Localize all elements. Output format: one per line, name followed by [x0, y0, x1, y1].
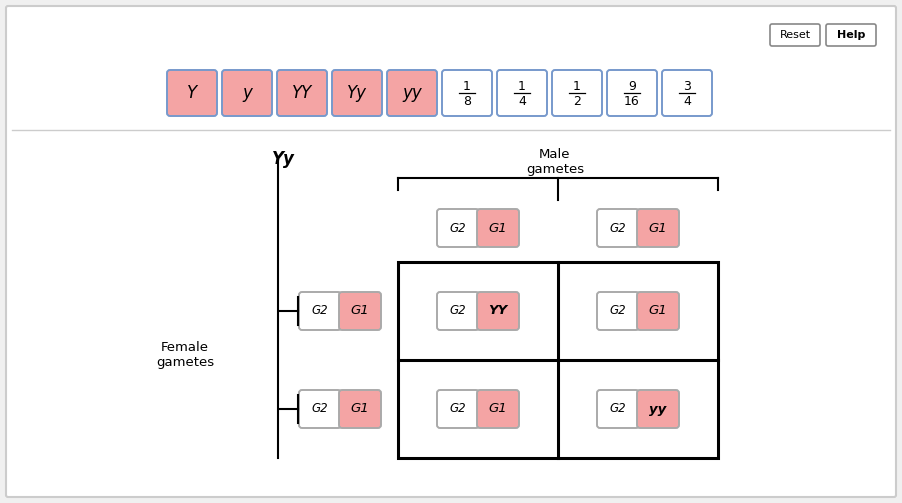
FancyBboxPatch shape [437, 390, 479, 428]
Text: y: y [242, 84, 252, 102]
FancyBboxPatch shape [277, 70, 327, 116]
Text: G2: G2 [610, 402, 626, 415]
FancyBboxPatch shape [826, 24, 876, 46]
Text: G2: G2 [450, 304, 466, 317]
FancyBboxPatch shape [299, 292, 341, 330]
FancyBboxPatch shape [770, 24, 820, 46]
Text: 8: 8 [463, 95, 471, 108]
FancyBboxPatch shape [637, 292, 679, 330]
Text: 1: 1 [463, 79, 471, 93]
Text: G2: G2 [450, 402, 466, 415]
Text: Help: Help [837, 30, 865, 40]
FancyBboxPatch shape [437, 209, 479, 247]
Text: YY: YY [292, 84, 312, 102]
FancyBboxPatch shape [222, 70, 272, 116]
Text: yy: yy [649, 402, 667, 415]
FancyBboxPatch shape [387, 70, 437, 116]
FancyBboxPatch shape [299, 390, 341, 428]
Text: 4: 4 [683, 95, 691, 108]
FancyBboxPatch shape [477, 209, 519, 247]
FancyBboxPatch shape [497, 70, 547, 116]
FancyBboxPatch shape [597, 390, 639, 428]
FancyBboxPatch shape [339, 390, 381, 428]
Text: 4: 4 [518, 95, 526, 108]
FancyBboxPatch shape [607, 70, 657, 116]
FancyBboxPatch shape [6, 6, 896, 497]
Text: G2: G2 [450, 221, 466, 234]
FancyBboxPatch shape [167, 70, 217, 116]
Text: 1: 1 [518, 79, 526, 93]
FancyBboxPatch shape [477, 292, 519, 330]
FancyBboxPatch shape [339, 292, 381, 330]
Text: Y: Y [187, 84, 197, 102]
FancyBboxPatch shape [597, 292, 639, 330]
Text: G1: G1 [351, 402, 369, 415]
Text: 9: 9 [628, 79, 636, 93]
Text: 3: 3 [683, 79, 691, 93]
FancyBboxPatch shape [552, 70, 602, 116]
Text: 1: 1 [573, 79, 581, 93]
Text: Reset: Reset [779, 30, 811, 40]
FancyBboxPatch shape [637, 209, 679, 247]
Text: G1: G1 [649, 221, 667, 234]
Text: G2: G2 [610, 221, 626, 234]
Text: YY: YY [488, 304, 508, 317]
Text: Male
gametes: Male gametes [526, 148, 584, 176]
Text: G1: G1 [489, 221, 507, 234]
FancyBboxPatch shape [332, 70, 382, 116]
Bar [398, 262, 718, 458]
FancyBboxPatch shape [437, 292, 479, 330]
FancyBboxPatch shape [597, 209, 639, 247]
FancyBboxPatch shape [477, 390, 519, 428]
Text: G2: G2 [610, 304, 626, 317]
Text: Yy: Yy [347, 84, 367, 102]
Text: yy: yy [402, 84, 422, 102]
Text: G2: G2 [312, 402, 328, 415]
FancyBboxPatch shape [442, 70, 492, 116]
Text: Yy: Yy [272, 150, 295, 168]
Text: G2: G2 [312, 304, 328, 317]
Text: G1: G1 [649, 304, 667, 317]
Text: Female
gametes: Female gametes [156, 341, 214, 369]
FancyBboxPatch shape [662, 70, 712, 116]
FancyBboxPatch shape [637, 390, 679, 428]
Text: G1: G1 [351, 304, 369, 317]
Text: 16: 16 [624, 95, 640, 108]
Text: G1: G1 [489, 402, 507, 415]
Text: 2: 2 [573, 95, 581, 108]
